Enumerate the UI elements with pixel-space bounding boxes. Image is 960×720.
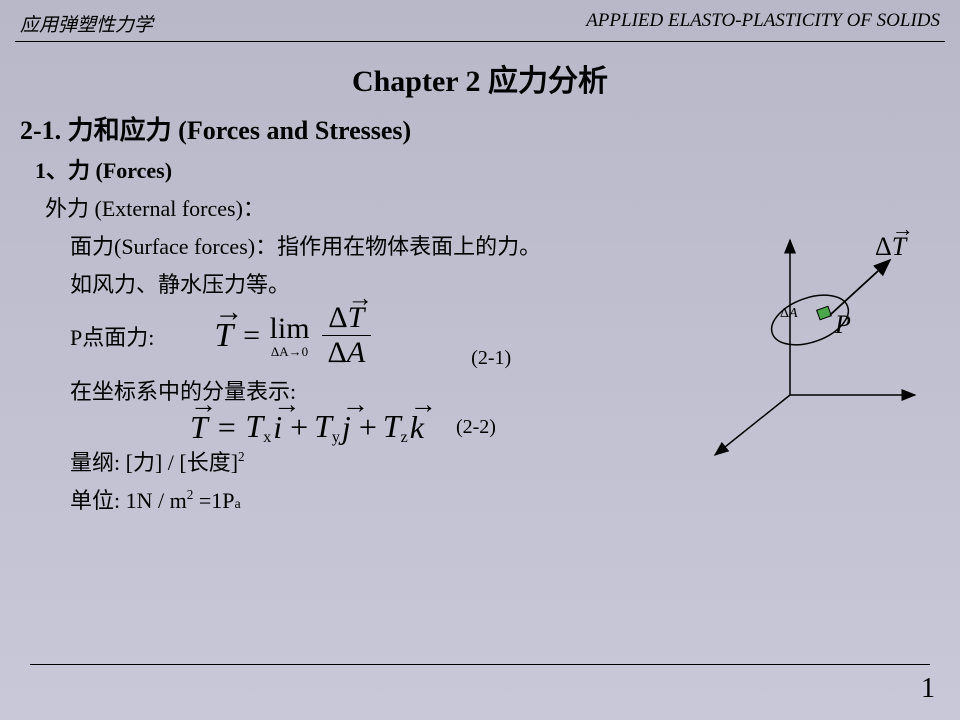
external-forces-line: 外力 (External forces)： xyxy=(45,191,940,223)
eq-2-1: T = lim ΔA→0 ΔT ΔA xyxy=(214,301,371,370)
header-left: 应用弹塑性力学 xyxy=(20,10,153,37)
unit-line: 单位: 1N / m2 =1Pa xyxy=(70,483,940,515)
header-right: APPLIED ELASTO-PLASTICITY OF SOLIDS xyxy=(586,10,940,37)
fig-delta-a: ΔA xyxy=(780,306,798,322)
fig-delta: Δ xyxy=(875,232,892,261)
page-number: 1 xyxy=(921,673,935,705)
fig-P: P xyxy=(835,310,851,340)
p-force-label: P点面力: xyxy=(70,320,154,352)
eq-2-2: T = Tx i + Ty j + Tz k xyxy=(190,408,426,447)
eq-2-2-label: (2-2) xyxy=(456,416,496,439)
coordinate-figure: ΔT ΔA P xyxy=(680,230,930,460)
footer-rule xyxy=(30,664,930,665)
section-2-1-title: 2-1. 力和应力 (Forces and Stresses) xyxy=(20,110,940,147)
eq-2-1-label: (2-1) xyxy=(471,347,511,370)
chapter-title: Chapter 2 应力分析 xyxy=(20,56,940,100)
sub-1-title: 1、力 (Forces) xyxy=(35,153,940,185)
fig-T: T xyxy=(892,232,906,262)
